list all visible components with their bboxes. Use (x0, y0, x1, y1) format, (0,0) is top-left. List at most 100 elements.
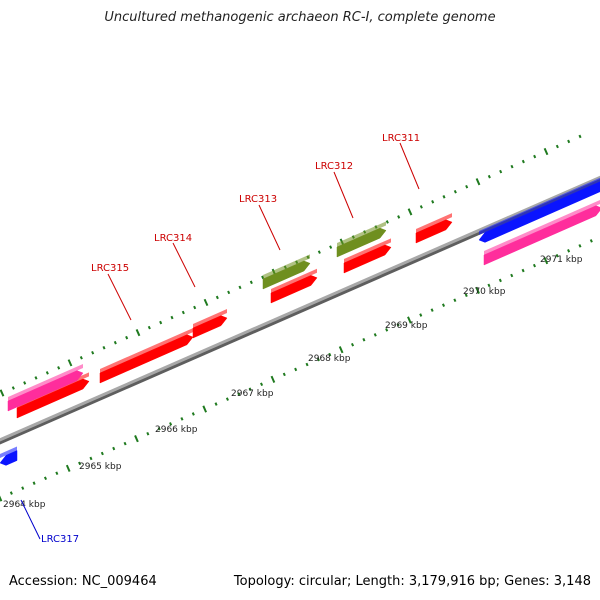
gene-red-6 (415, 213, 453, 244)
gene-olive-2-body (336, 227, 387, 258)
inner-tick (214, 402, 218, 406)
outer-tick (555, 144, 559, 149)
outer-tick (385, 220, 389, 224)
scale-label-2968-kbp: 2968 kbp (308, 354, 351, 364)
inner-tick (123, 441, 127, 446)
inner-tick (498, 278, 502, 283)
inner-tick (248, 387, 252, 392)
outer-tick (215, 295, 219, 300)
outer-tick (135, 329, 141, 337)
inner-tick (589, 239, 593, 243)
outer-tick (203, 298, 209, 307)
outer-tick (193, 305, 197, 310)
inner-tick (100, 451, 104, 456)
gene-red-4 (270, 268, 318, 304)
inner-tick (89, 456, 93, 461)
inner-tick (328, 352, 332, 357)
scale-label-2964-kbp: 2964 kbp (3, 500, 46, 510)
outer-tick (578, 134, 582, 139)
backbone-highlight (0, 175, 600, 442)
leader-line-lrc311 (399, 142, 420, 190)
outer-tick (499, 169, 503, 174)
outer-tick (543, 147, 549, 156)
outer-tick (23, 381, 27, 385)
inner-tick (373, 333, 377, 337)
inner-tick (270, 375, 276, 383)
leader-line-lrc314 (172, 242, 196, 288)
outer-tick (79, 356, 83, 360)
gene-label-lrc311: LRC311 (382, 133, 420, 144)
inner-tick (362, 338, 366, 342)
scale-label-2967-kbp: 2967 kbp (231, 389, 274, 399)
genome-summary-text: Topology: circular; Length: 3,179,916 bp… (233, 574, 591, 589)
scale-label-2970-kbp: 2970 kbp (463, 287, 506, 297)
scale-labels: 2964 kbp 2965 kbp 2966 kbp 2967 kbp 2968 kbp… (3, 255, 583, 510)
gene-red-6-top (416, 213, 452, 233)
outer-tick (475, 178, 481, 186)
inner-tick (521, 268, 525, 273)
inner-tick (555, 253, 559, 258)
outer-tick (159, 320, 163, 325)
leader-line-lrc313 (258, 204, 281, 251)
outer-tick (249, 280, 253, 285)
inner-tick (282, 372, 286, 377)
inner-tick (294, 367, 298, 372)
inner-tick (532, 263, 536, 268)
outer-tick (102, 345, 106, 350)
gene-blue-2 (478, 177, 600, 243)
inner-tick (180, 417, 184, 421)
inner-tick (396, 323, 400, 327)
gene-pink-1-top (8, 364, 83, 401)
outer-tick (397, 215, 401, 219)
gene-olive-1-body (262, 260, 311, 290)
outer-tick (431, 200, 435, 204)
inner-tick (475, 286, 480, 294)
inner-tick (441, 303, 446, 307)
gene-red-3-top (193, 309, 227, 328)
leader-line-lrc312 (333, 171, 354, 219)
outer-tick (147, 325, 151, 330)
inner-tick (385, 328, 389, 332)
inner-tick (487, 283, 491, 288)
inner-tick (543, 257, 549, 265)
gene-olive-1 (262, 254, 311, 290)
outer-tick (533, 154, 537, 159)
outer-tick (0, 389, 5, 397)
outer-tick (34, 376, 38, 380)
gene-features (0, 177, 600, 466)
inner-tick (9, 491, 13, 495)
scale-label-2966-kbp: 2966 kbp (155, 425, 198, 435)
inner-tick (202, 405, 208, 413)
map-title: Uncultured methanogenic archaeon RC-I, c… (104, 10, 496, 25)
outer-tick (67, 359, 73, 367)
leader-line-lrc315 (107, 273, 132, 321)
inner-tick (32, 481, 36, 485)
gene-red-3 (192, 309, 228, 339)
gene-blue-2-top (479, 177, 600, 235)
inner-tick (453, 298, 457, 303)
gene-label-lrc314: LRC314 (154, 233, 192, 244)
outer-tick (181, 310, 185, 315)
outer-tick (487, 174, 491, 179)
outer-tick (227, 290, 231, 295)
gene-red-5-top (344, 238, 391, 263)
genome-backbone (0, 175, 600, 445)
inner-tick-track (0, 239, 593, 502)
outer-tick (510, 164, 514, 169)
inner-tick (146, 431, 150, 436)
outer-tick (567, 139, 571, 144)
outer-tick (329, 245, 333, 249)
inner-tick (191, 412, 195, 416)
outer-tick (113, 340, 117, 345)
inner-tick (338, 346, 344, 354)
outer-tick (419, 205, 423, 209)
outer-tick (453, 189, 457, 194)
gene-label-lrc313: LRC313 (239, 194, 277, 205)
gene-pink-1-body (7, 370, 84, 412)
inner-tick (112, 446, 116, 451)
outer-tick (91, 350, 95, 355)
outer-tick (317, 250, 321, 254)
gene-pink-1 (7, 364, 84, 412)
outer-tick (521, 159, 525, 164)
